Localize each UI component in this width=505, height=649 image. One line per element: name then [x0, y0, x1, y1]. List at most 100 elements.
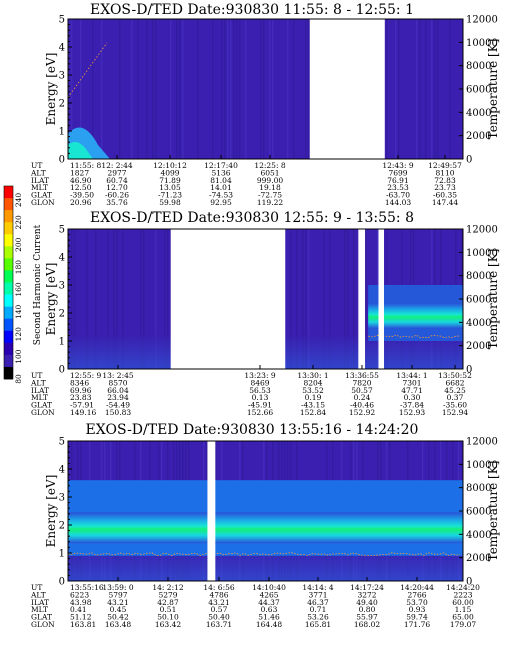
spectrum-column [182, 19, 184, 159]
orbit-row-label: ALT [30, 590, 46, 599]
orbit-ilat-value: 43.21 [208, 598, 229, 607]
orbit-row-label: UT [31, 371, 42, 380]
orbit-alt-value: 7699 [388, 168, 407, 177]
orbit-glon-value: 144.03 [385, 198, 411, 207]
colorbar-tick-label: 220 [14, 215, 23, 230]
y-tick-label: 5 [59, 437, 65, 448]
orbit-ut-value: 13:23: 9 [244, 371, 276, 380]
spectrum-column [287, 19, 289, 159]
spectrum-column [119, 19, 121, 159]
orbit-glat-value: -45.91 [248, 401, 272, 410]
orbit-ilat-value: 53.70 [406, 598, 428, 607]
y2-tick-label: 0 [466, 577, 472, 588]
orbit-ilat-value: 76.91 [387, 176, 408, 185]
orbit-ut-value: 14:14: 4 [302, 583, 334, 592]
orbit-row-label: UT [31, 161, 42, 170]
data-gap [170, 229, 286, 369]
orbit-glat-value: -39.50 [70, 191, 94, 200]
spectrum-column [140, 229, 142, 369]
colorbar-frame [3, 185, 14, 380]
orbit-mlt-value: 0.63 [261, 605, 278, 614]
orbit-mlt-value: 23.83 [70, 393, 92, 402]
orbit-glat-value: 50.42 [107, 613, 129, 622]
orbit-alt-value: 8469 [250, 378, 269, 387]
colorbar-swatch [4, 222, 13, 235]
spectrum-column [347, 229, 349, 369]
y-axis-label: Energy [eV] [44, 263, 58, 336]
colorbar-swatch [4, 246, 13, 259]
orbit-glat-value: 55.97 [356, 613, 378, 622]
orbit-glon-value: 152.94 [442, 408, 468, 417]
spectrum-column [71, 229, 73, 369]
y2-tick-label: 2000 [466, 553, 491, 564]
orbit-row-label: GLAT [31, 401, 52, 410]
orbit-glon-value: 150.83 [105, 408, 131, 417]
orbit-ut-value: 13:59: 0 [102, 583, 134, 592]
y2-tick-label: 4000 [466, 318, 491, 329]
orbit-mlt-value: 0.24 [354, 393, 371, 402]
spectrum-column [239, 19, 241, 159]
orbit-mlt-value: 12.50 [70, 183, 92, 192]
orbit-alt-value: 8346 [70, 378, 89, 387]
y2-tick-label: 2000 [466, 131, 491, 142]
orbit-mlt-value: 0.51 [160, 605, 177, 614]
orbit-glon-value: 152.93 [399, 408, 425, 417]
spectrum-column [143, 229, 145, 369]
y-tick-label: 4 [59, 43, 65, 54]
orbit-alt-value: 3771 [308, 590, 327, 599]
orbit-row-label: ILAT [31, 176, 49, 185]
spectrum-column [167, 229, 169, 369]
orbit-glon-value: 59.98 [159, 198, 181, 207]
spectrum-column [269, 19, 271, 159]
orbit-mlt-value: 0.80 [359, 605, 376, 614]
orbit-glat-value: -40.46 [350, 401, 374, 410]
y-tick-label: 0 [59, 577, 65, 588]
orbit-glon-value: 152.84 [300, 408, 326, 417]
orbit-ilat-value: 42.87 [157, 598, 179, 607]
spectrum-column [113, 229, 115, 369]
orbit-glon-value: 163.48 [105, 620, 131, 629]
y2-tick-label: 8000 [466, 271, 491, 282]
spectrum-column [224, 19, 226, 159]
orbit-ilat-value: 69.96 [70, 386, 92, 395]
spectrum-column [164, 229, 166, 369]
plasma-band [68, 512, 463, 544]
spectrum-column [305, 229, 307, 369]
panel-1-plot: 0 1 2 3 4 5 0 2000 4000 6000 8000 10000 12000 Energy … [30, 15, 500, 208]
y-tick-label: 2 [59, 99, 65, 110]
colorbar-swatch [4, 294, 13, 308]
colorbar-swatch [4, 282, 13, 295]
orbit-glat-value: -60.26 [105, 191, 129, 200]
spectrum-column [398, 19, 400, 159]
data-gap [378, 229, 384, 369]
spectrum-column [329, 229, 331, 369]
y2-tick-label: 4000 [466, 108, 491, 119]
orbit-row-label: ALT [30, 378, 46, 387]
orbit-mlt-value: 19.18 [259, 183, 281, 192]
temperature-trace [67, 552, 461, 557]
temperature-trace [67, 42, 108, 98]
orbit-ut-value: 13:50:52 [438, 371, 472, 380]
orbit-glat-value: -63.70 [386, 191, 410, 200]
orbit-glat-value: -71.23 [158, 191, 182, 200]
y2-tick-label: 6000 [466, 507, 491, 518]
data-gap [207, 441, 216, 581]
orbit-glon-value: 149.16 [70, 408, 96, 417]
colorbar-tick-label: 240 [14, 193, 23, 208]
panel-1: EXOS-D/TED Date:930830 11:55: 8 - 12:55:… [30, 2, 500, 207]
colorbar-tick-label: 120 [14, 327, 23, 342]
y2-tick-label: 10000 [466, 248, 498, 259]
spectrum-column [365, 229, 367, 369]
orbit-glon-value: 147.44 [432, 198, 458, 207]
orbit-ilat-value: 45.25 [444, 386, 466, 395]
orbit-ut-value: 13:36:55 [345, 371, 379, 380]
y-tick-label: 3 [59, 493, 65, 504]
orbit-ilat-value: 72.83 [434, 176, 456, 185]
y2-tick-label: 0 [466, 365, 472, 376]
orbit-alt-value: 5279 [158, 590, 177, 599]
orbit-alt-value: 4786 [209, 590, 228, 599]
colorbar-swatch [4, 186, 13, 199]
orbit-ilat-value: 49.40 [356, 598, 378, 607]
orbit-mlt-value: 0.41 [70, 605, 87, 614]
orbit-ilat-value: 46.90 [70, 176, 92, 185]
